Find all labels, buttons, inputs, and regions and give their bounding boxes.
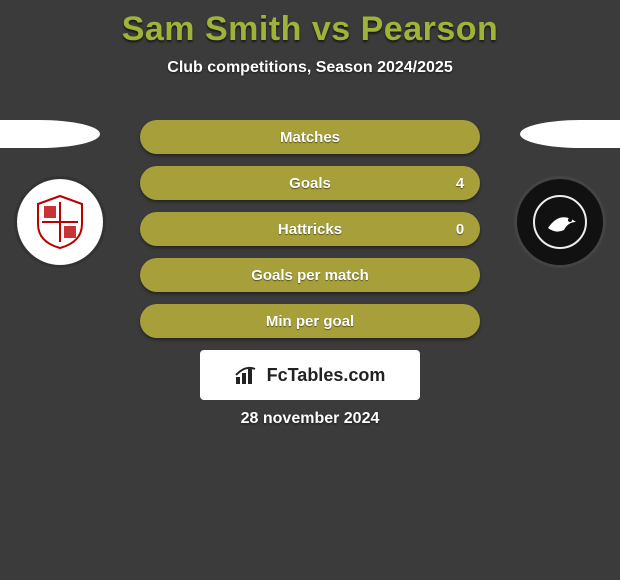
stats-rows: Matches Goals4 Hattricks0 Goals per match Mi… (140, 120, 480, 350)
shield-icon (30, 192, 90, 252)
page-subtitle: Club competitions, Season 2024/2025 (0, 59, 620, 77)
stat-label: Goals (180, 175, 440, 192)
stat-label: Min per goal (180, 313, 440, 330)
left-name-plate (0, 120, 100, 148)
bar-chart-icon (235, 365, 261, 385)
date-text: 28 november 2024 (0, 410, 620, 428)
brand-text: FcTables.com (267, 365, 386, 386)
stat-row: Goals4 (140, 166, 480, 200)
brand-badge: FcTables.com (200, 350, 420, 400)
page-title: Sam Smith vs Pearson (0, 0, 620, 49)
right-player-badge (500, 120, 620, 268)
stat-value-right: 4 (440, 175, 480, 192)
right-club-crest-icon (514, 176, 606, 268)
stat-row: Matches (140, 120, 480, 154)
stat-row: Hattricks0 (140, 212, 480, 246)
seagull-icon (530, 192, 590, 252)
stat-row: Min per goal (140, 304, 480, 338)
stat-row: Goals per match (140, 258, 480, 292)
stat-label: Matches (180, 129, 440, 146)
stat-label: Goals per match (180, 267, 440, 284)
left-player-badge (0, 120, 120, 268)
comparison-card: Sam Smith vs Pearson Club competitions, … (0, 0, 620, 580)
right-name-plate (520, 120, 620, 148)
left-club-crest-icon (14, 176, 106, 268)
stat-label: Hattricks (180, 221, 440, 238)
stat-value-right: 0 (440, 221, 480, 238)
